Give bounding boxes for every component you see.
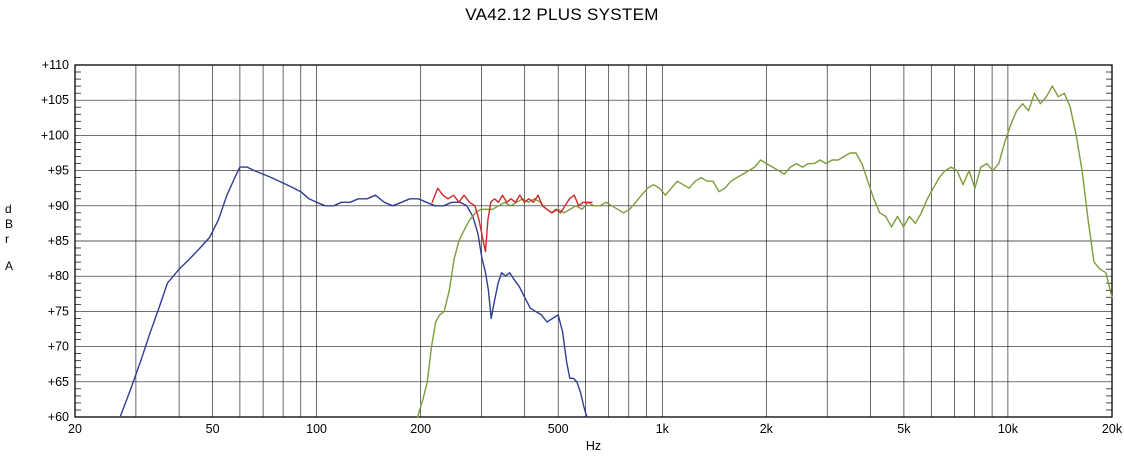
series-mid-high-green <box>416 85 1113 418</box>
x-tick-label: 200 <box>410 422 431 436</box>
y-tick-label: +75 <box>48 304 69 318</box>
x-tick-label: 2k <box>760 422 774 436</box>
grid-lines <box>75 64 1112 418</box>
series-summed-response-red <box>431 187 593 253</box>
x-tick-label: 20k <box>1102 422 1123 436</box>
y-tick-label: +60 <box>48 410 69 424</box>
y-tick-label: +105 <box>41 93 69 107</box>
y-tick-label: +90 <box>48 199 69 213</box>
x-tick-label: 50 <box>206 422 220 436</box>
axis-labels: +60 +65 +70 +75 +80 +85 +90 +95 +100 +105 +110 20 50… <box>41 58 1123 453</box>
y-tick-label: +95 <box>48 164 69 178</box>
y-tick-label: +80 <box>48 269 69 283</box>
x-tick-label: 5k <box>897 422 911 436</box>
plot-border <box>74 64 1113 418</box>
y-tick-label: +70 <box>48 340 69 354</box>
y-unit-letter-a: A <box>5 259 14 273</box>
x-tick-label: 10k <box>998 422 1019 436</box>
x-tick-label: 20 <box>68 422 82 436</box>
series-woofer-lowpass-blue <box>119 166 588 418</box>
y-unit-letter-b: B <box>5 217 14 231</box>
x-axis-title: Hz <box>586 439 601 453</box>
y-unit-letter-d: d <box>5 202 12 216</box>
y-unit-letter-r: r <box>5 232 9 246</box>
y-tick-label: +100 <box>41 128 69 142</box>
x-tick-label: 100 <box>306 422 327 436</box>
y-tick-label: +85 <box>48 234 69 248</box>
x-tick-label: 500 <box>548 422 569 436</box>
y-tick-label: +110 <box>42 58 69 72</box>
x-tick-label: 1k <box>656 422 670 436</box>
y-axis-unit-label: d B r A <box>5 202 13 274</box>
y-minor-ticks <box>75 71 1112 411</box>
chart-title: VA42.12 PLUS SYSTEM <box>465 5 659 24</box>
y-tick-label: +65 <box>48 375 69 389</box>
